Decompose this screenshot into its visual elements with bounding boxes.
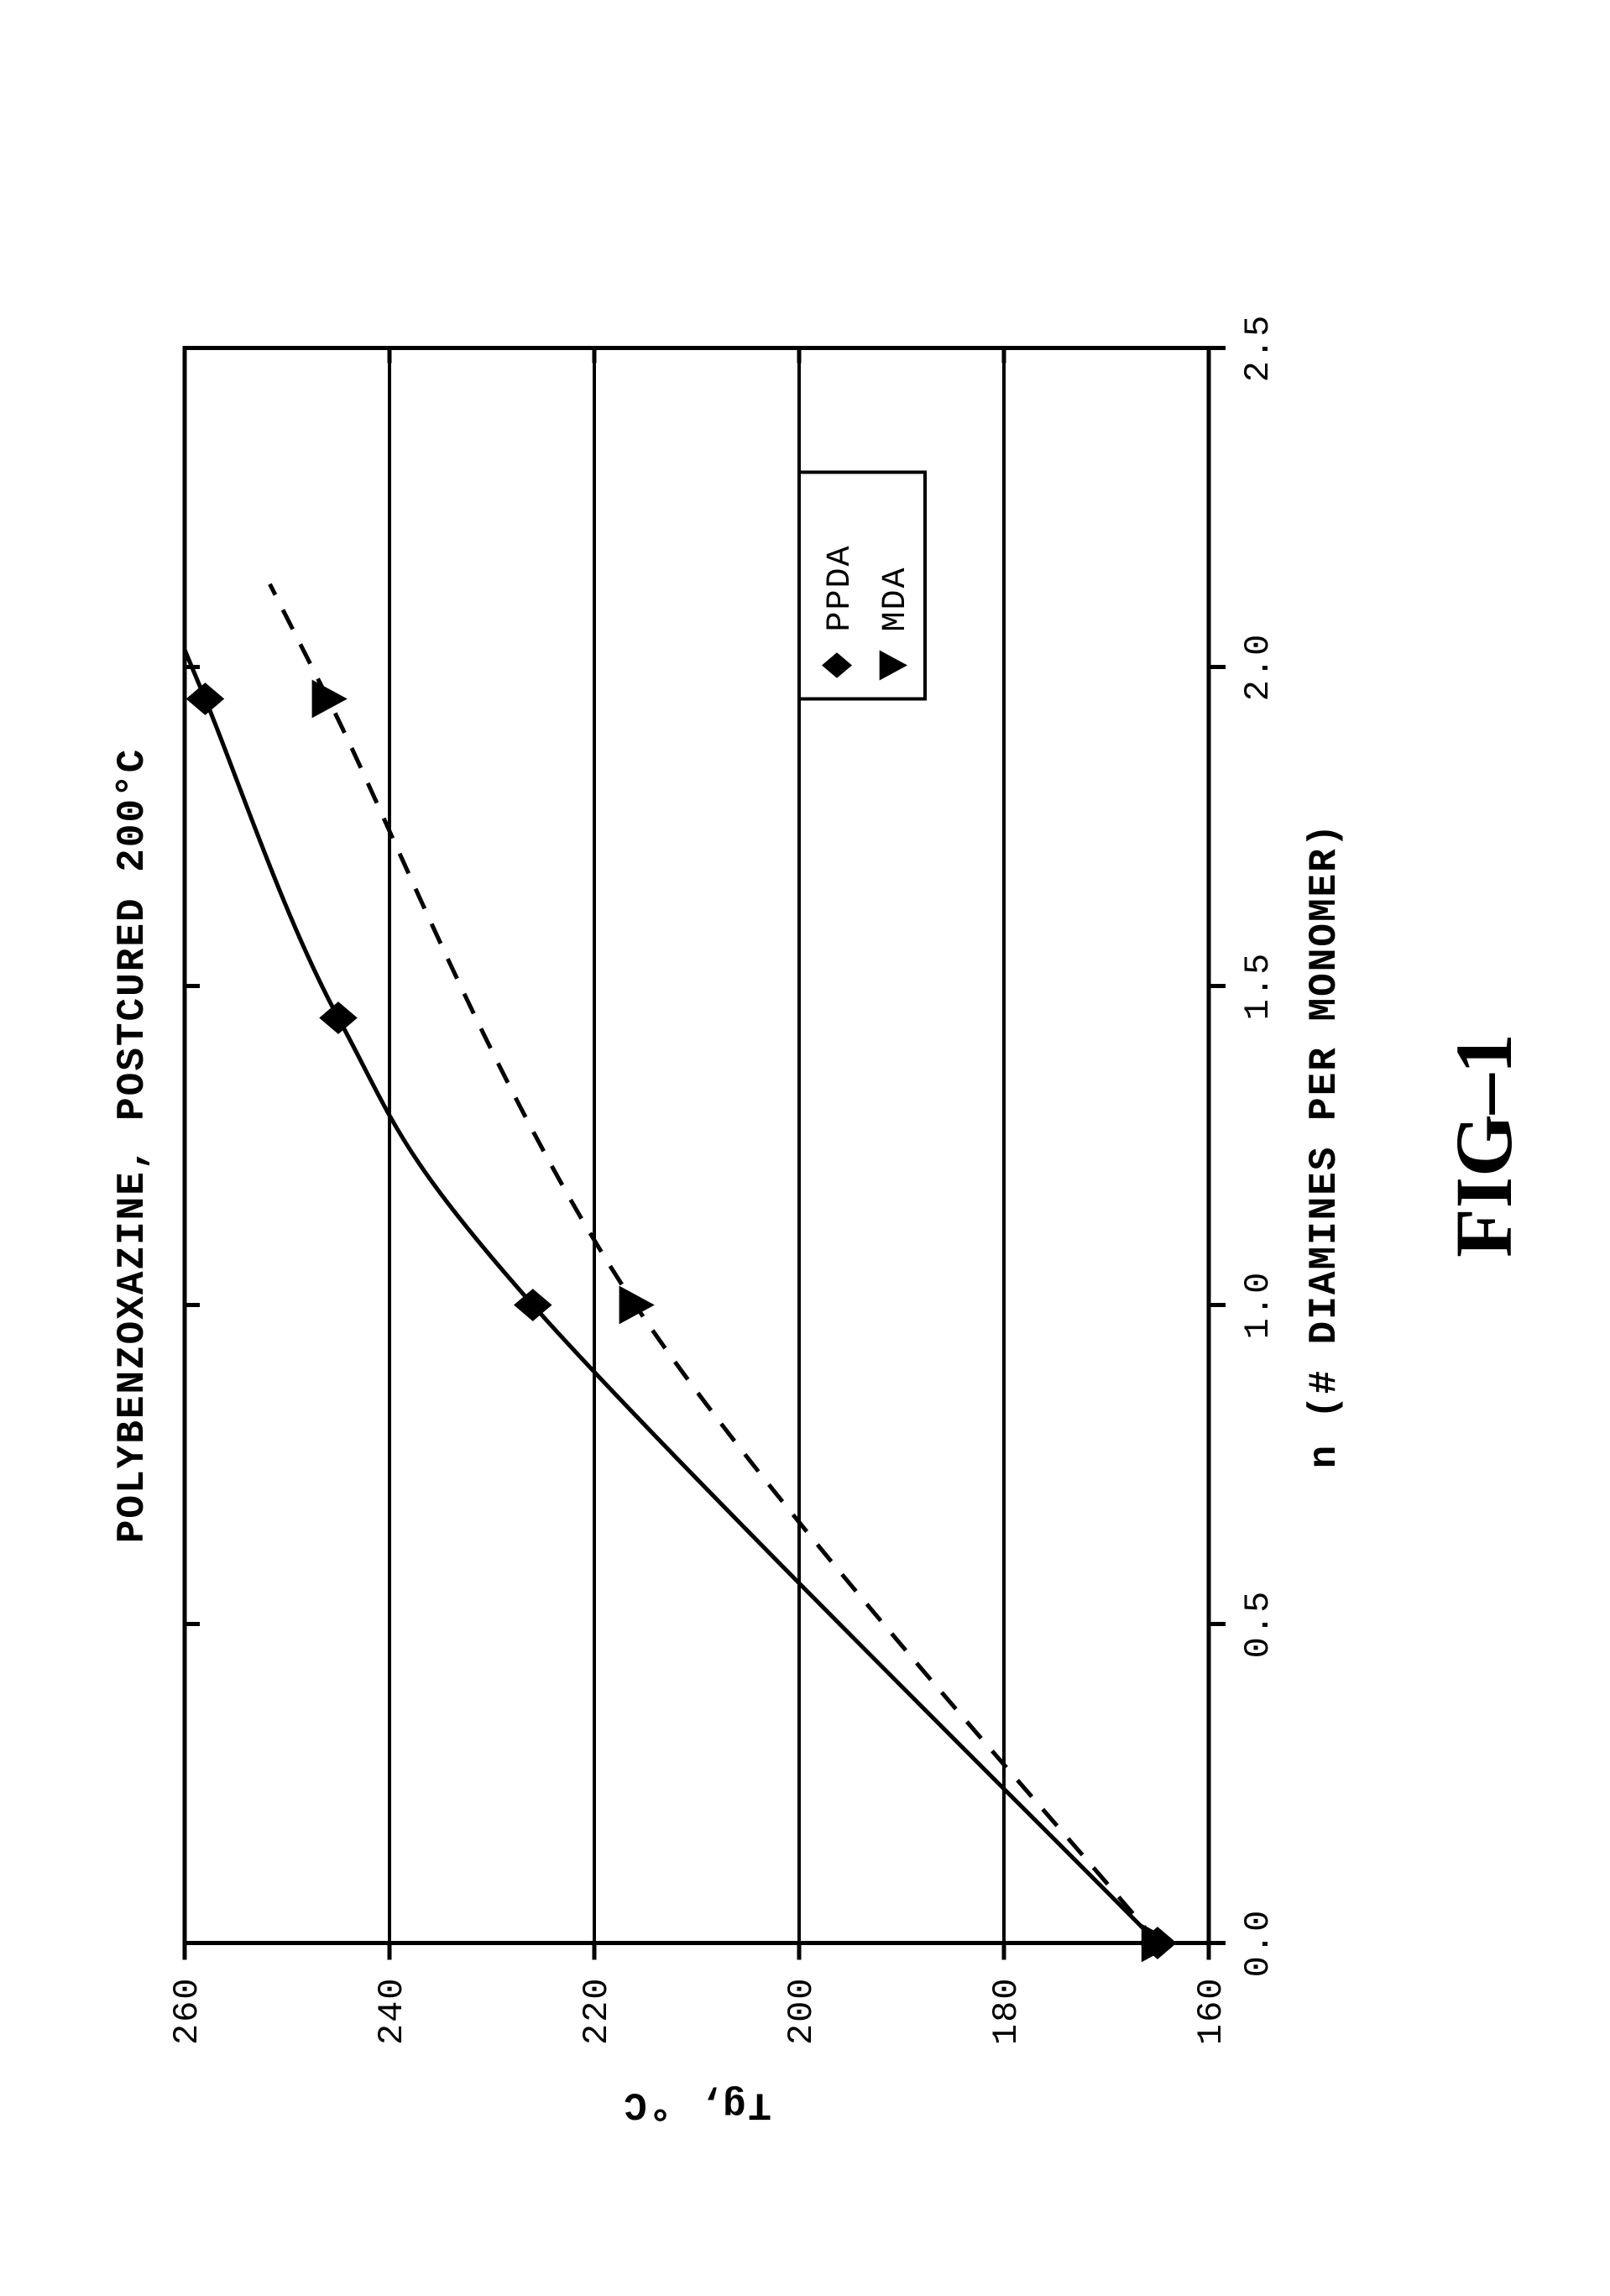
y-tick-label: 240 [372,1977,412,2046]
y-axis-label: Tg, °C [622,2083,771,2126]
chart-title: POLYBENZOXAZINE, POSTCURED 200°C [111,748,154,1543]
legend-label: PPDA [822,544,860,631]
chart-container: 0.0 0.5 1.0 1.5 2.0 2.5 160 180 200 220 240 260 POLY… [0,0,1610,2296]
y-tick-label: 220 [577,1977,617,2046]
chart-svg: 0.0 0.5 1.0 1.5 2.0 2.5 160 180 200 220 240 260 POLY… [0,0,1610,2296]
x-tick-label: 2.0 [1238,633,1278,702]
x-tick-label: 1.5 [1238,952,1278,1021]
x-tick-label: 1.0 [1238,1271,1278,1340]
x-tick-label: 2.5 [1238,314,1278,383]
y-tick-label: 260 [167,1977,207,2046]
y-tick-label: 200 [781,1977,822,2046]
legend-label: MDA [877,566,915,631]
x-tick-label: 0.0 [1238,1909,1278,1978]
x-axis-label: n (# DIAMINES PER MONOMER) [1303,823,1346,1469]
y-tick-label: 180 [986,1977,1027,2046]
y-tick-label: 160 [1191,1977,1231,2046]
x-tick-label: 0.5 [1238,1590,1278,1659]
figure-label: FIG–1 [1439,1033,1529,1258]
